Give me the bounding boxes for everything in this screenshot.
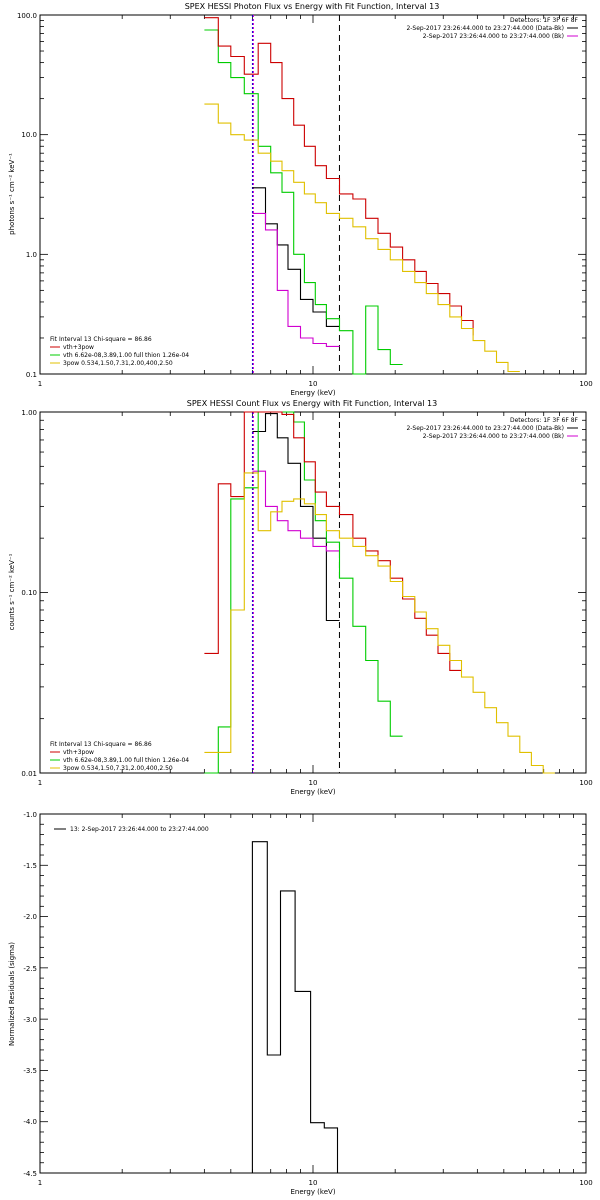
panel1-legend-powerlaw-model: 3pow 0.534,1.50,7.31,2.00,400,2.50 [63,360,173,367]
residuals-panel: 1 10 100 -1.0 -1.5 -2.0 -2.5 -3.0 -3.5 -… [8,811,593,1196]
panel1-legend-thermal-model: vth 6.62e-08,3.89,1.00 full thion 1.26e-… [63,352,189,359]
panel2-legend-thermal-model: vth 6.62e-08,3.89,1.00 full thion 1.26e-… [63,757,189,764]
series-step-line [252,413,340,622]
panel3-y-tick-label: -3.0 [23,1016,37,1024]
panel3-y-axis-label: Normalized Residuals (sigma) [8,942,16,1046]
panel2-fit-legend: Fit Interval 13 Chi-square = 86.86 vth+3… [50,741,189,772]
panel3-y-tick-label: -3.5 [23,1067,37,1075]
panel1-y-tick-label: 1.0 [26,251,37,259]
series-step-line [204,411,403,774]
panel1-title: SPEX HESSI Photon Flux vs Energy with Fi… [185,2,440,11]
panel1-legend-total-model: vth+3pow [63,344,94,351]
panel2-detectors-text: Detectors: 1F 3F 6F 8F [510,417,579,424]
panel3-legend: 13: 2-Sep-2017 23:26:44.000 to 23:27:44.… [54,826,209,833]
panel3-plot-frame [39,813,587,1174]
panel2-ticks [39,412,586,774]
panel2-header-entry-bk: 2-Sep-2017 23:26:44.000 to 23:27:44.000 … [423,433,564,440]
panel1-fit-legend: Fit Interval 13 Chi-square = 86.86 vth+3… [50,336,189,367]
panel2-x-tick-labels: 1 10 100 [38,779,593,787]
panel2-y-tick-label: 0.10 [21,589,37,597]
panel1-ticks [39,15,586,375]
panel1-x-axis-label: Energy (keV) [290,389,335,397]
panel2-fit-interval-text: Fit Interval 13 Chi-square = 86.86 [50,741,152,748]
panel3-x-tick-label: 10 [309,1179,318,1187]
panel3-y-tick-label: -1.0 [23,811,37,819]
panel1-data-marks [204,15,520,375]
panel2-y-tick-labels: 0.01 0.10 1.00 [21,409,37,778]
panel1-y-axis-label: photons s⁻¹ cm⁻² keV⁻¹ [8,153,16,235]
panel3-y-tick-label: -2.0 [23,913,37,921]
series-step-line [204,29,403,375]
panel1-y-tick-label: 0.1 [26,371,37,379]
panel2-legend-total-model: vth+3pow [63,749,94,756]
panel3-x-tick-label: 100 [579,1179,592,1187]
panel2-x-tick-label: 100 [579,779,592,787]
photon-flux-panel: SPEX HESSI Photon Flux vs Energy with Fi… [8,2,593,397]
series-step-line [252,187,340,327]
count-flux-panel: SPEX HESSI Count Flux vs Energy with Fit… [8,399,593,796]
panel2-y-tick-label: 1.00 [21,409,37,417]
panel3-y-tick-labels: -1.0 -1.5 -2.0 -2.5 -3.0 -3.5 -4.0 -4.5 [23,811,37,1178]
panel3-y-tick-label: -4.5 [23,1170,37,1178]
panel2-x-tick-label: 10 [309,779,318,787]
panel2-title: SPEX HESSI Count Flux vs Energy with Fit… [187,399,438,408]
panel3-x-axis-label: Energy (keV) [290,1188,335,1196]
series-step-line [252,212,340,347]
series-step-line [204,472,555,774]
panel1-y-tick-labels: 0.1 1.0 10.0 100.0 [17,12,37,379]
panel3-y-tick-label: -4.0 [23,1118,37,1126]
series-step-line [251,841,339,1173]
panel2-y-axis-label: counts s⁻¹ cm⁻² keV⁻¹ [8,553,16,630]
panel3-legend-interval-text: 13: 2-Sep-2017 23:26:44.000 to 23:27:44.… [70,826,209,833]
panel2-header-entry-databk: 2-Sep-2017 23:26:44.000 to 23:27:44.000 … [406,425,564,432]
panel2-header-legend: Detectors: 1F 3F 6F 8F 2-Sep-2017 23:26:… [406,417,578,440]
panel1-x-tick-label: 100 [579,380,592,388]
panel2-legend-powerlaw-model: 3pow 0.534,1.50,7.31,2.00,400,2.50 [63,765,173,772]
panel3-x-tick-label: 1 [38,1179,42,1187]
panel1-x-tick-label: 10 [309,380,318,388]
series-step-line [204,103,520,373]
series-step-line [204,17,474,336]
panel1-x-tick-labels: 1 10 100 [38,380,593,388]
panel3-y-tick-label: -1.5 [23,862,37,870]
series-step-line [204,411,462,671]
series-step-line [252,470,340,552]
panel2-y-tick-label: 0.01 [21,770,37,778]
panel2-x-tick-label: 1 [38,779,42,787]
panel2-data-marks [204,411,555,774]
panel3-data-marks [251,841,339,1173]
panel2-plot-frame [39,411,587,774]
panel3-ticks [39,813,586,1174]
panel1-header-legend: Detectors: 1F 3F 6F 8F 2-Sep-2017 23:26:… [406,17,578,40]
panel1-x-tick-label: 1 [38,380,42,388]
panel1-y-tick-label: 100.0 [17,12,37,20]
panel1-header-entry-bk: 2-Sep-2017 23:26:44.000 to 23:27:44.000 … [423,33,564,40]
panel3-y-tick-label: -2.5 [23,965,37,973]
panel1-fit-interval-text: Fit Interval 13 Chi-square = 86.86 [50,336,152,343]
panel2-x-axis-label: Energy (keV) [290,788,335,796]
panel1-detectors-text: Detectors: 1F 3F 6F 8F [510,17,579,24]
panel1-header-entry-databk: 2-Sep-2017 23:26:44.000 to 23:27:44.000 … [406,25,564,32]
panel3-x-tick-labels: 1 10 100 [38,1179,593,1187]
panel1-plot-frame [39,14,587,375]
panel1-y-tick-label: 10.0 [21,131,37,139]
